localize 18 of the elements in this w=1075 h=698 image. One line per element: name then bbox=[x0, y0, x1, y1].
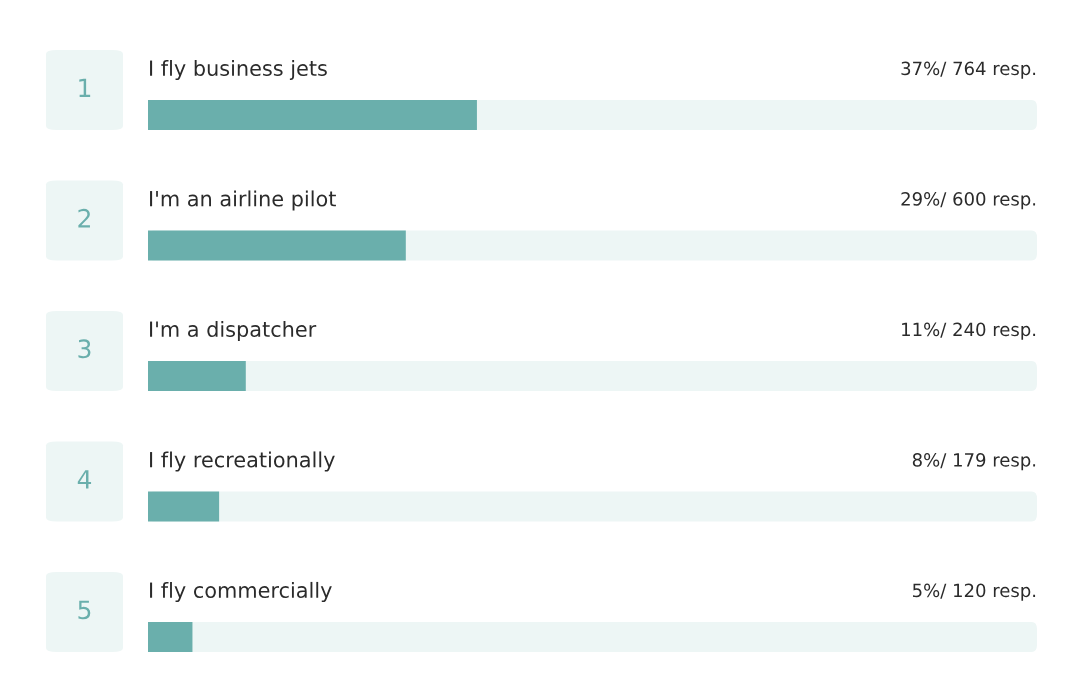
text: 2 bbox=[78, 208, 90, 228]
bar bbox=[148, 622, 193, 652]
text: 5 bbox=[78, 600, 91, 620]
text: 4 bbox=[77, 470, 92, 489]
y-tick-label: I fly business jets bbox=[150, 59, 327, 81]
y-tick-label: I'm a dispatcher bbox=[150, 320, 317, 342]
bar bbox=[148, 361, 246, 391]
data-label: 37%/ 764 resp. bbox=[901, 61, 1036, 79]
text: 1 bbox=[79, 78, 91, 97]
data-label: 8%/ 179 resp. bbox=[912, 453, 1036, 471]
y-tick-label: I fly commercially bbox=[150, 581, 332, 603]
data-label: 29%/ 600 resp. bbox=[901, 192, 1036, 210]
y-tick-label: I fly recreationally bbox=[150, 451, 335, 472]
bar bbox=[148, 491, 220, 522]
text: 3 bbox=[78, 339, 91, 359]
data-label: 5%/ 120 resp. bbox=[912, 583, 1036, 601]
data-label: 11%/ 240 resp. bbox=[902, 322, 1036, 340]
y-tick-label: I'm an airline pilot bbox=[150, 190, 336, 211]
